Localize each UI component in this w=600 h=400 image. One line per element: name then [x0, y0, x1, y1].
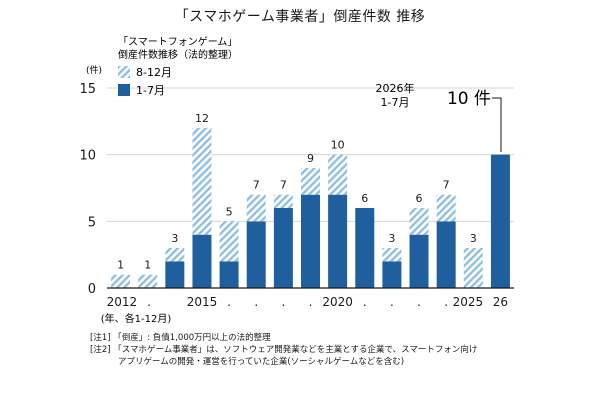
legend: 「スマートフォンゲーム」 倒産件数推移（法的整理） 8-12月 1-7月: [118, 36, 238, 97]
data-label: 3: [470, 232, 477, 245]
bar-jan-jul: [165, 261, 185, 288]
x-tick-label: 2012: [107, 295, 138, 309]
x-tick-label: 2015: [187, 295, 218, 309]
legend-heading-line1: 「スマートフォンゲーム」: [118, 36, 237, 48]
data-label: 3: [171, 232, 178, 245]
data-label: 3: [388, 232, 395, 245]
bar-jan-jul: [219, 261, 239, 288]
bar-aug-dec: [138, 274, 158, 288]
bar-aug-dec: [111, 274, 131, 288]
legend-label-jan-jul: 1-7月: [136, 84, 165, 97]
x-axis-note: (年、各1-12月): [101, 312, 172, 325]
bar-jan-jul: [382, 261, 402, 288]
x-tick-label: .: [227, 295, 231, 309]
y-axis-unit: (件): [86, 64, 102, 76]
x-tick-label: .: [281, 295, 285, 309]
bar-jan-jul: [246, 221, 266, 288]
legend-label-aug-dec: 8-12月: [136, 66, 172, 79]
bar-aug-dec: [382, 248, 402, 262]
bar-aug-dec: [436, 194, 456, 222]
callout-leader-line: [492, 97, 502, 152]
bar-aug-dec: [409, 208, 429, 235]
data-label: 1: [117, 259, 124, 272]
data-label: 7: [443, 179, 450, 192]
callout-period-line2: 1-7月: [381, 96, 410, 109]
legend-swatch-aug-dec: [118, 66, 130, 78]
x-tick-label: .: [147, 295, 151, 309]
legend-swatch-jan-jul: [118, 84, 130, 96]
x-tick-label: .: [363, 295, 367, 309]
callout-value: 10 件: [447, 89, 491, 109]
legend-heading-line2: 倒産件数推移（法的整理）: [118, 48, 238, 61]
callout-period-line1: 2026年: [376, 81, 415, 95]
x-tick-label: 26: [493, 295, 508, 309]
bar-jan-jul: [436, 221, 456, 288]
bar-aug-dec: [463, 248, 483, 288]
bar-jan-jul: [490, 154, 510, 288]
y-tick-label: 15: [79, 82, 96, 97]
data-label: 10: [331, 139, 345, 152]
y-tick-label: 5: [88, 215, 96, 230]
data-label: 7: [280, 179, 287, 192]
bar-aug-dec: [219, 221, 239, 262]
bar-chart: 1 1 3 12 5 7 7 9 10 6 3 6 7 3 0 5 10 15 2012. 2015.... 2020…: [79, 36, 514, 325]
bar-jan-jul: [192, 234, 212, 288]
bar-aug-dec: [301, 168, 320, 195]
bar-aug-dec: [246, 194, 266, 222]
bar-aug-dec: [273, 194, 293, 208]
data-label: 6: [361, 192, 368, 205]
bar-aug-dec: [192, 128, 212, 235]
data-label: 12: [195, 112, 209, 125]
chart-title: 「スマホゲーム事業者」倒産件数 推移: [174, 9, 426, 25]
bar-jan-jul: [301, 194, 320, 288]
data-label: 9: [307, 152, 314, 165]
footnotes: [注1] 「倒産」: 負債1,000万円以上の法的整理 [注2] 「スマホゲーム…: [90, 332, 477, 368]
x-tick-label: .: [309, 295, 313, 309]
bar-jan-jul: [273, 208, 293, 288]
x-tick-label: 2020: [322, 295, 353, 309]
data-label: 7: [253, 179, 260, 192]
bar-jan-jul: [355, 208, 375, 288]
data-label: 6: [416, 192, 423, 205]
bar-jan-jul: [409, 234, 429, 288]
data-label: 1: [144, 259, 151, 272]
x-tick-label: 2025: [453, 295, 484, 309]
footnote-1: [注1] 「倒産」: 負債1,000万円以上の法的整理: [90, 333, 271, 343]
bar-aug-dec: [328, 154, 348, 195]
footnote-2-continued: アプリゲームの開発・運営を行っていた企業(ソーシャルゲームなどを含む): [118, 357, 405, 367]
y-tick-label: 10: [79, 149, 96, 164]
footnote-2: [注2] 「スマホゲーム事業者」は、ソフトウェア開発業などを主業とする企業で、ス…: [90, 345, 478, 355]
x-tick-label: .: [254, 295, 258, 309]
x-tick-label: .: [444, 295, 448, 309]
x-tick-label: .: [390, 295, 394, 309]
data-label: 5: [226, 205, 233, 218]
bar-aug-dec: [165, 248, 185, 262]
x-tick-label: .: [417, 295, 421, 309]
bar-jan-jul: [328, 194, 348, 288]
y-tick-label: 0: [88, 282, 96, 297]
